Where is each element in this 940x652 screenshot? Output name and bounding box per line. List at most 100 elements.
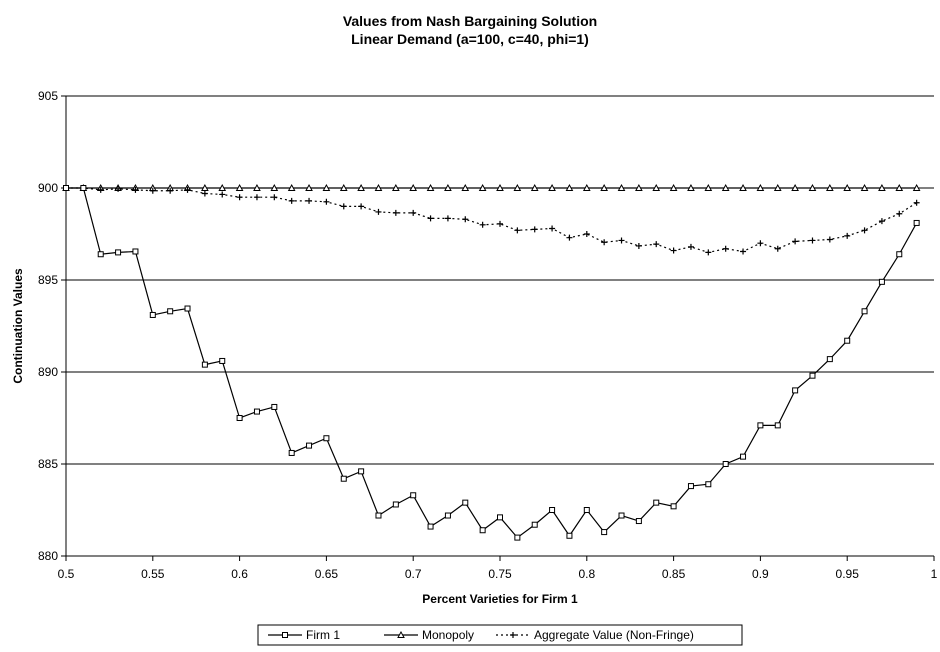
data-point-firm-1 — [878, 278, 885, 285]
x-tick-label: 0.55 — [141, 567, 165, 581]
data-point-firm-1 — [201, 361, 208, 368]
legend: Firm 1 Monopoly Aggregate Value (Non-Fring… — [257, 624, 743, 646]
x-tick-label: 0.9 — [752, 567, 769, 581]
data-point-aggregate-value-non-fringe — [323, 198, 330, 205]
data-point-monopoly — [461, 183, 470, 191]
data-point-firm-1 — [97, 251, 104, 258]
data-point-aggregate-value-non-fringe — [392, 209, 399, 216]
data-point-firm-1 — [549, 507, 556, 513]
x-tick-label: 0.85 — [662, 567, 686, 581]
data-point-monopoly — [582, 183, 591, 191]
data-point-aggregate-value-non-fringe — [497, 220, 503, 227]
data-point-firm-1 — [497, 514, 503, 521]
data-point-aggregate-value-non-fringe — [826, 236, 833, 243]
data-point-firm-1 — [340, 475, 347, 482]
data-point-monopoly — [791, 183, 799, 191]
data-point-monopoly — [322, 183, 331, 191]
x-tick-label: 0.7 — [405, 567, 422, 581]
data-point-firm-1 — [236, 415, 243, 421]
y-tick-label: 880 — [38, 549, 58, 563]
data-point-monopoly — [218, 183, 227, 191]
data-point-aggregate-value-non-fringe — [462, 216, 469, 223]
data-point-monopoly — [426, 183, 435, 191]
data-point-firm-1 — [479, 527, 486, 534]
data-point-firm-1 — [115, 249, 122, 256]
x-tick-label: 1 — [931, 567, 938, 581]
data-point-aggregate-value-non-fringe — [913, 199, 920, 206]
data-point-firm-1 — [63, 185, 69, 191]
data-point-aggregate-value-non-fringe — [375, 208, 382, 215]
data-point-firm-1 — [149, 311, 156, 318]
data-point-firm-1 — [635, 518, 642, 525]
data-point-firm-1 — [392, 501, 399, 508]
data-point-firm-1 — [427, 523, 434, 530]
data-point-aggregate-value-non-fringe — [601, 239, 608, 246]
data-point-aggregate-value-non-fringe — [288, 197, 295, 204]
data-point-firm-1 — [219, 357, 226, 364]
data-point-firm-1 — [80, 185, 87, 191]
data-point-aggregate-value-non-fringe — [427, 215, 434, 222]
data-point-aggregate-value-non-fringe — [184, 186, 191, 193]
data-point-firm-1 — [913, 219, 920, 226]
data-point-monopoly — [721, 183, 730, 191]
data-point-firm-1 — [774, 422, 781, 429]
data-point-aggregate-value-non-fringe — [444, 215, 451, 222]
data-point-monopoly — [253, 183, 261, 191]
axes — [61, 95, 935, 561]
data-point-firm-1 — [844, 337, 851, 344]
data-point-firm-1 — [861, 308, 868, 315]
data-point-monopoly — [270, 183, 279, 191]
legend-label-aggregate-value-non-fringe: Aggregate Value (Non-Fringe) — [534, 628, 694, 642]
data-point-firm-1 — [601, 529, 608, 536]
data-point-firm-1 — [253, 408, 260, 415]
data-point-aggregate-value-non-fringe — [670, 247, 677, 254]
data-point-monopoly — [357, 183, 365, 191]
x-tick-label: 0.75 — [488, 567, 512, 581]
data-point-monopoly — [201, 183, 209, 191]
data-point-aggregate-value-non-fringe — [132, 186, 139, 193]
legend-label-firm-1: Firm 1 — [306, 628, 340, 642]
data-point-aggregate-value-non-fringe — [740, 248, 747, 255]
data-point-firm-1 — [896, 251, 903, 258]
data-point-monopoly — [669, 183, 678, 191]
data-point-aggregate-value-non-fringe — [687, 243, 694, 250]
data-point-aggregate-value-non-fringe — [149, 187, 156, 194]
data-point-aggregate-value-non-fringe — [878, 218, 885, 225]
data-point-firm-1 — [809, 372, 816, 379]
data-point-aggregate-value-non-fringe — [531, 226, 538, 233]
x-tick-label: 0.95 — [836, 567, 860, 581]
data-point-aggregate-value-non-fringe — [236, 194, 243, 201]
data-point-monopoly — [287, 183, 296, 191]
data-point-aggregate-value-non-fringe — [757, 240, 764, 247]
data-point-firm-1 — [375, 512, 382, 519]
data-point-firm-1 — [618, 512, 625, 519]
data-point-monopoly — [635, 183, 643, 191]
data-point-monopoly — [478, 183, 487, 191]
data-point-firm-1 — [757, 422, 764, 429]
data-point-aggregate-value-non-fringe — [844, 232, 851, 239]
data-point-aggregate-value-non-fringe — [705, 249, 712, 256]
data-point-monopoly — [808, 183, 817, 191]
data-point-aggregate-value-non-fringe — [774, 245, 781, 252]
data-point-aggregate-value-non-fringe — [653, 241, 660, 248]
data-point-aggregate-value-non-fringe — [219, 191, 226, 198]
data-point-firm-1 — [670, 503, 677, 510]
data-point-monopoly — [843, 183, 852, 191]
data-point-aggregate-value-non-fringe — [861, 227, 868, 234]
series-line-aggregate-value-non-fringe — [66, 187, 917, 254]
data-point-aggregate-value-non-fringe — [514, 227, 521, 234]
data-point-aggregate-value-non-fringe — [792, 238, 799, 245]
data-point-monopoly — [548, 183, 556, 191]
data-point-firm-1 — [410, 492, 417, 499]
data-point-aggregate-value-non-fringe — [809, 237, 816, 244]
data-point-monopoly — [409, 183, 418, 191]
y-tick-label: 890 — [38, 365, 58, 379]
legend-box — [257, 624, 743, 646]
legend-swatch-marker-firm-1 — [282, 632, 288, 638]
data-point-firm-1 — [358, 468, 365, 475]
data-point-aggregate-value-non-fringe — [635, 242, 642, 249]
data-point-monopoly — [825, 183, 834, 191]
data-point-monopoly — [565, 183, 574, 191]
data-point-firm-1 — [444, 512, 451, 519]
